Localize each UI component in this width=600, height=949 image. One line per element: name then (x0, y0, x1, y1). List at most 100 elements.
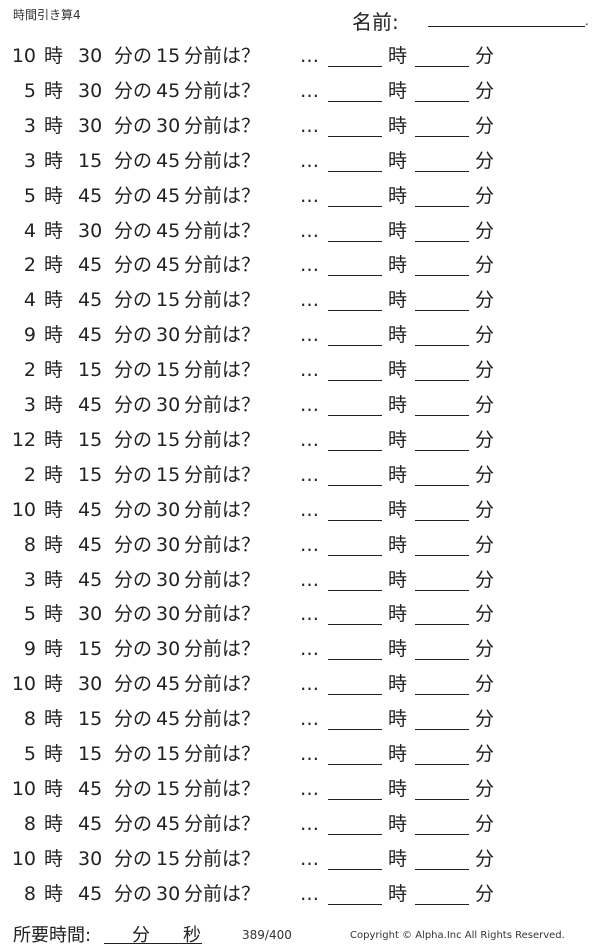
answer-minute-field[interactable] (415, 135, 469, 137)
answer-minute-field[interactable] (415, 659, 469, 661)
answer-minute-field[interactable] (415, 66, 469, 67)
minute-of-label: 分の (114, 777, 153, 800)
answer-minute-field[interactable] (415, 798, 469, 800)
answer-hour-field[interactable] (328, 589, 382, 591)
answer-minute-field[interactable] (415, 449, 469, 451)
answer-minute-field[interactable] (415, 310, 469, 312)
start-minute: 15 (78, 463, 103, 486)
ellipsis: … (300, 533, 319, 556)
answer-hour-field[interactable] (328, 484, 382, 486)
minute-of-label: 分の (114, 359, 153, 382)
hour-label: 時 (44, 289, 64, 312)
name-field[interactable] (428, 26, 585, 27)
answer-minute-label: 分 (475, 812, 495, 835)
answer-minute-field[interactable] (415, 868, 469, 870)
answer-hour-field[interactable] (328, 519, 382, 521)
answer-minute-field[interactable] (415, 519, 469, 521)
start-hour: 5 (23, 603, 36, 626)
minute-of-label: 分の (114, 708, 153, 731)
answer-minute-field[interactable] (415, 100, 469, 102)
answer-minute-field[interactable] (415, 903, 469, 905)
answer-hour-field[interactable] (328, 135, 382, 137)
answer-hour-field[interactable] (328, 554, 382, 556)
time-taken-field[interactable] (104, 943, 202, 944)
answer-minute-label: 分 (475, 324, 495, 347)
subtract-minutes: 30 (156, 114, 181, 137)
answer-minute-field[interactable] (415, 624, 469, 626)
answer-minute-label: 分 (475, 149, 495, 172)
answer-hour-field[interactable] (328, 659, 382, 661)
answer-hour-field[interactable] (328, 694, 382, 696)
answer-hour-field[interactable] (328, 868, 382, 870)
answer-minute-field[interactable] (415, 833, 469, 835)
answer-hour-label: 時 (388, 79, 408, 102)
answer-minute-field[interactable] (415, 589, 469, 591)
ellipsis: … (300, 79, 319, 102)
answer-hour-label: 時 (388, 568, 408, 591)
problem-row: 10 時 30 分の 15 分前は？ … 時 分 (0, 847, 600, 881)
answer-minute-field[interactable] (415, 764, 469, 765)
answer-hour-field[interactable] (328, 240, 382, 242)
start-hour: 12 (11, 428, 36, 451)
problem-row: 12 時 15 分の 15 分前は？… 時分 (0, 428, 600, 462)
minute-of-label: 分の (114, 394, 153, 416)
answer-minute-field[interactable] (415, 415, 469, 416)
ellipsis: … (300, 219, 319, 242)
answer-hour-field[interactable] (328, 449, 382, 451)
answer-hour-field[interactable] (328, 100, 382, 102)
start-minute: 45 (78, 777, 103, 800)
hour-label: 時 (44, 184, 64, 207)
answer-hour-field[interactable] (328, 275, 382, 277)
problem-row: 10 時 45 分の 30 分前は？ … 時 分 (0, 498, 600, 532)
answer-hour-field[interactable] (328, 833, 382, 835)
answer-hour-field[interactable] (328, 66, 382, 67)
answer-minute-field[interactable] (415, 484, 469, 486)
ellipsis: … (300, 149, 319, 172)
name-end: . (585, 14, 589, 28)
answer-hour-field[interactable] (328, 624, 382, 626)
answer-hour-field[interactable] (328, 903, 382, 905)
answer-minute-label: 分 (475, 254, 495, 277)
problem-row: 3 時 45 分の 30 分前は？… 時分 (0, 568, 600, 602)
minutes-before-label: 分前は？ (184, 603, 261, 626)
hour-label: 時 (44, 533, 64, 556)
answer-minute-field[interactable] (415, 345, 469, 347)
answer-minute-label: 分 (475, 743, 495, 765)
answer-hour-field[interactable] (328, 380, 382, 382)
answer-hour-field[interactable] (328, 798, 382, 800)
start-minute: 45 (78, 184, 103, 207)
answer-minute-field[interactable] (415, 205, 469, 207)
problem-row: 5 時 30 分の 45 分前は？… 時分 (0, 79, 600, 113)
answer-hour-label: 時 (388, 149, 408, 172)
problem-row: 10 時 30 分の 45 分前は？ … 時 分 (0, 672, 600, 706)
subtract-minutes: 15 (156, 428, 181, 451)
minutes-before-label: 分前は？ (184, 79, 261, 102)
hour-label: 時 (44, 428, 64, 451)
page-number: 389/400 (242, 928, 292, 942)
answer-minute-field[interactable] (415, 380, 469, 382)
minutes-before-label: 分前は？ (184, 498, 261, 521)
answer-minute-field[interactable] (415, 170, 469, 172)
answer-hour-field[interactable] (328, 170, 382, 172)
answer-hour-field[interactable] (328, 345, 382, 347)
answer-minute-field[interactable] (415, 554, 469, 556)
answer-hour-field[interactable] (328, 310, 382, 312)
answer-minute-label: 分 (475, 79, 495, 102)
answer-minute-label: 分 (475, 847, 495, 870)
answer-minute-field[interactable] (415, 240, 469, 242)
answer-hour-field[interactable] (328, 729, 382, 731)
answer-minute-label: 分 (475, 603, 495, 626)
minute-of-label: 分の (114, 673, 153, 696)
answer-hour-field[interactable] (328, 764, 382, 765)
answer-minute-field[interactable] (415, 694, 469, 696)
hour-label: 時 (44, 882, 64, 905)
answer-hour-label: 時 (388, 254, 408, 277)
name-label: 名前: (352, 10, 399, 34)
answer-minute-field[interactable] (415, 729, 469, 731)
problem-row: 4 時 45 分の 15 分前は？… 時分 (0, 288, 600, 322)
answer-hour-field[interactable] (328, 415, 382, 416)
answer-minute-field[interactable] (415, 275, 469, 277)
start-hour: 9 (23, 324, 36, 347)
answer-hour-field[interactable] (328, 205, 382, 207)
problem-row: 8 時 15 分の 45 分前は？… 時分 (0, 707, 600, 741)
